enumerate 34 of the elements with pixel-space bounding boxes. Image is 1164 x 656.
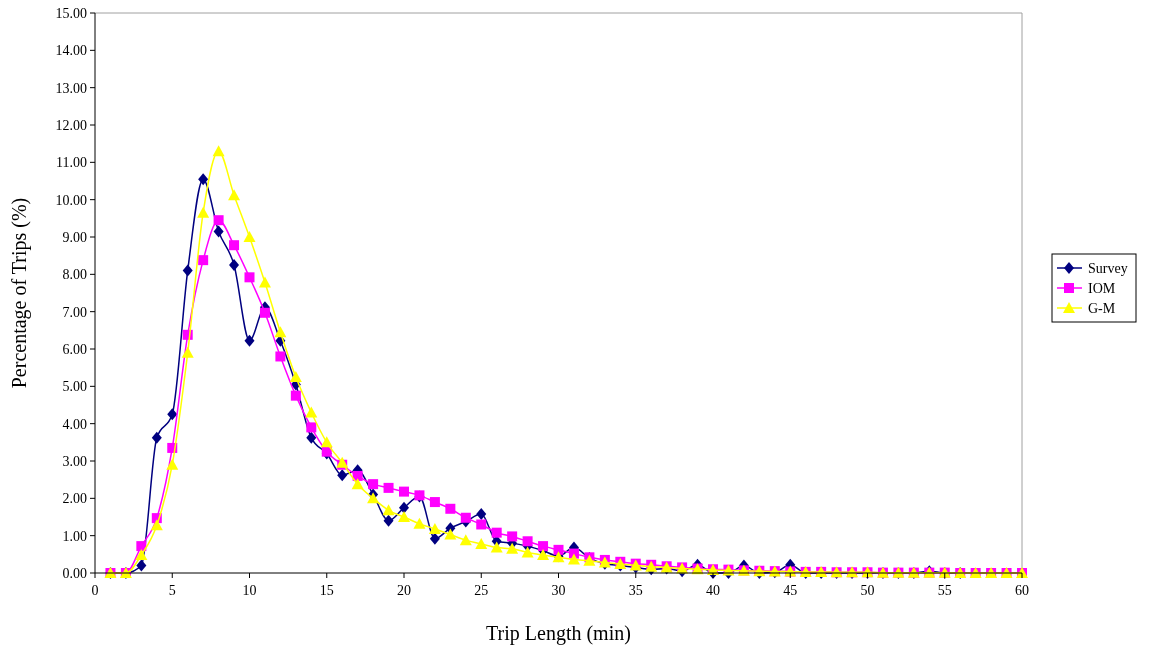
y-tick-label: 13.00	[55, 80, 87, 96]
x-tick-label: 10	[242, 583, 257, 598]
y-tick-label: 6.00	[62, 341, 87, 357]
x-tick-label: 60	[1015, 583, 1029, 598]
x-tick-label: 20	[397, 583, 411, 598]
legend-label: IOM	[1088, 280, 1116, 296]
y-tick-label: 5.00	[62, 379, 87, 395]
y-tick-label: 12.00	[55, 117, 87, 133]
x-tick-label: 55	[937, 583, 952, 598]
x-tick-label: 50	[860, 583, 875, 598]
x-tick-label: 30	[551, 583, 566, 598]
x-tick-label: 35	[628, 583, 643, 598]
legend-label: Survey	[1088, 260, 1128, 276]
x-axis-title: Trip Length (min)	[486, 622, 631, 645]
x-tick-label: 15	[319, 583, 334, 598]
legend-label: G-M	[1088, 300, 1116, 316]
y-tick-label: 14.00	[55, 43, 87, 59]
y-axis-title: Percentage of Trips (%)	[8, 197, 31, 389]
y-tick-label: 15.00	[55, 5, 87, 21]
x-tick-label: 5	[168, 583, 176, 598]
x-tick-label: 40	[706, 583, 720, 598]
y-tick-label: 0.00	[62, 565, 87, 581]
y-tick-label: 9.00	[62, 229, 87, 245]
y-tick-label: 4.00	[62, 416, 87, 432]
x-tick-label: 0	[91, 583, 99, 598]
y-tick-label: 7.00	[62, 304, 87, 320]
x-tick-label: 45	[783, 583, 798, 598]
y-tick-label: 2.00	[62, 491, 87, 507]
y-tick-label: 1.00	[62, 528, 87, 544]
y-tick-label: 10.00	[55, 192, 87, 208]
y-tick-label: 3.00	[62, 453, 87, 469]
y-tick-label: 8.00	[62, 267, 87, 283]
y-tick-label: 11.00	[56, 155, 87, 171]
x-tick-label: 25	[474, 583, 489, 598]
